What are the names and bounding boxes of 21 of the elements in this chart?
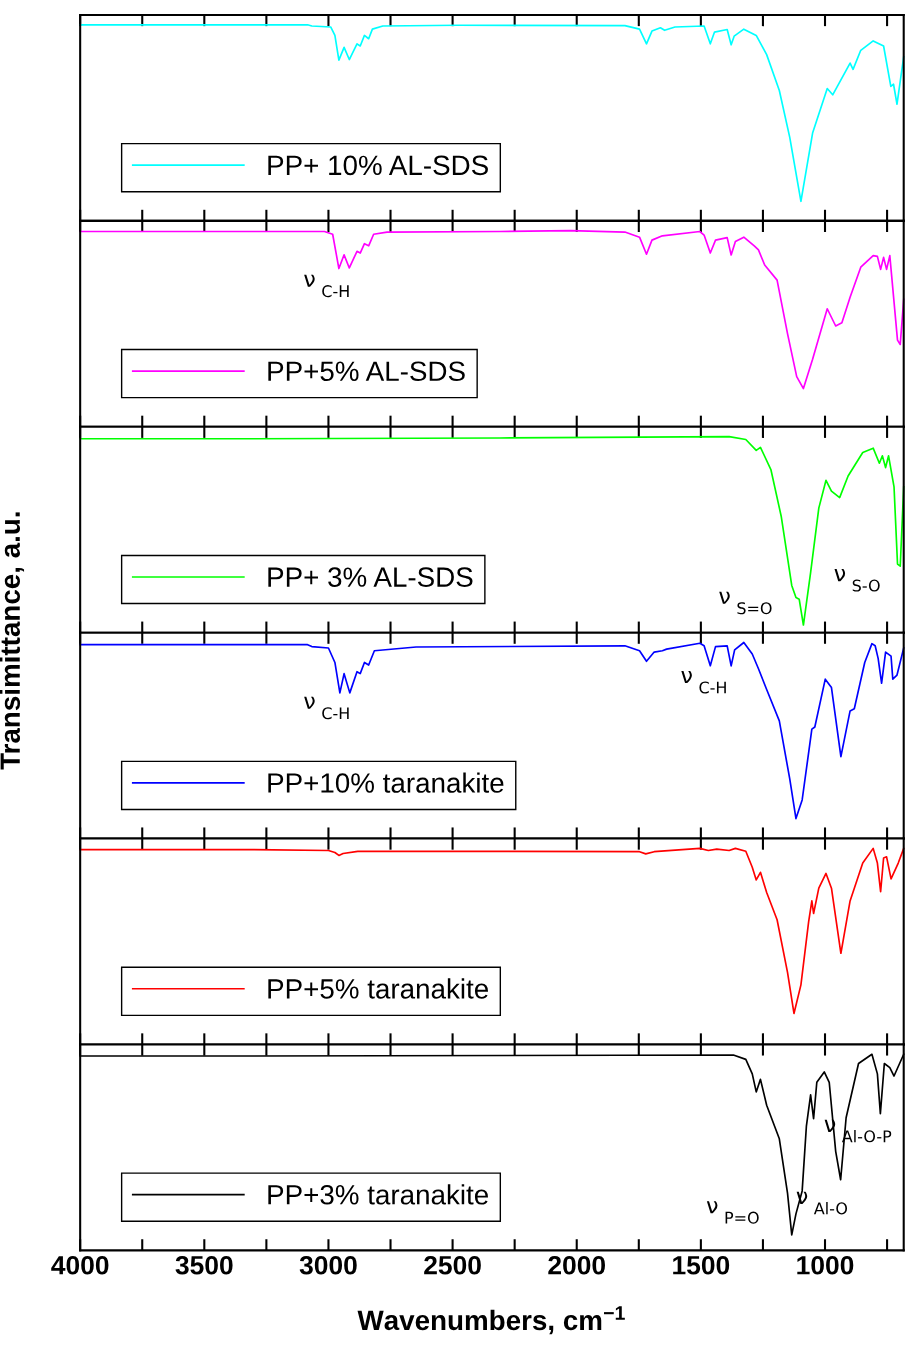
x-tick-label: 3000 <box>299 1255 357 1275</box>
x-tick-label: 4000 <box>51 1255 109 1275</box>
annotation: νC-H <box>304 274 349 298</box>
y-axis-title: Transimittance, a.u. <box>0 512 25 770</box>
annotation: νS-O <box>834 569 880 592</box>
x-axis-title: Wavenumbers, cm$^{−1}$ <box>357 1306 625 1335</box>
annotation: νS=O <box>719 591 772 615</box>
legend-label: PP+10% taranakite <box>268 772 504 793</box>
x-tick-label: 1500 <box>673 1255 730 1275</box>
legend-label: PP+5% taranakite <box>268 978 488 999</box>
legend-label: PP+ 10% AL-SDS <box>268 155 488 176</box>
legend-label: PP+5% AL-SDS <box>268 361 465 382</box>
x-tick-label: 2500 <box>424 1255 481 1275</box>
x-tick-label: 2000 <box>548 1255 605 1275</box>
annotation: νC-H <box>681 670 726 694</box>
annotation: νC-H <box>304 696 349 720</box>
x-tick-label: 3500 <box>175 1255 233 1275</box>
legend-label: PP+3% taranakite <box>268 1184 488 1205</box>
legend-label: PP+ 3% AL-SDS <box>268 567 473 587</box>
x-tick-label: 1000 <box>797 1255 854 1275</box>
annotation: νP=O <box>706 1201 759 1224</box>
